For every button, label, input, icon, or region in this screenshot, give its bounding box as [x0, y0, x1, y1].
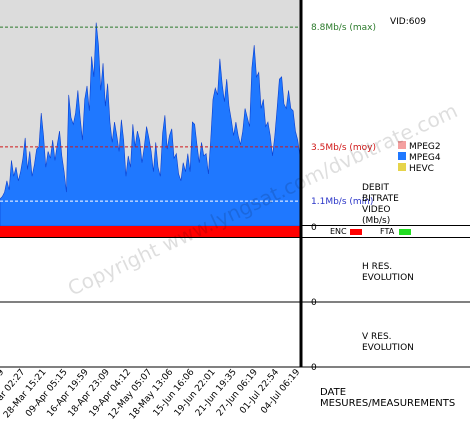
- reference-lines: [0, 26, 300, 202]
- legend-swatch-hevc: [398, 163, 406, 171]
- vres-title-line-1: V RES.: [362, 332, 392, 342]
- enc-indicator: [350, 229, 362, 235]
- vres-zero-label: 0: [311, 363, 317, 373]
- vid-label: VID:609: [390, 17, 426, 27]
- chart-title-line-4: (Mb/s): [362, 216, 390, 226]
- legend-label-mpeg2: MPEG2: [409, 142, 441, 152]
- legend-swatch-mpeg2: [398, 141, 406, 149]
- legend-label-mpeg4: MPEG4: [409, 153, 441, 163]
- enc-label: ENC: [330, 227, 347, 236]
- avg-bitrate-label: 3.5Mb/s (moy): [311, 143, 376, 153]
- chart-title-line-3: VIDEO: [362, 205, 391, 215]
- chart-title-line-1: DEBIT: [362, 183, 389, 193]
- max-bitrate-label: 8.8Mb/s (max): [311, 23, 376, 33]
- hres-title-line-2: EVOLUTION: [362, 273, 414, 283]
- fta-label: FTA: [380, 227, 395, 236]
- hres-zero-label: 0: [311, 298, 317, 308]
- min-bitrate-label: 1.1Mb/s (min): [311, 197, 373, 207]
- chart-title-line-2: BITRATE: [362, 194, 399, 204]
- legend: MPEG2 MPEG4 HEVC: [398, 141, 441, 174]
- vres-title-line-2: EVOLUTION: [362, 343, 414, 353]
- xaxis-label-line-1: DATE: [320, 387, 346, 398]
- main-zero-label: 0: [311, 223, 317, 233]
- legend-swatch-mpeg4: [398, 152, 406, 160]
- legend-label-hevc: HEVC: [409, 164, 434, 174]
- encryption-status-bar: [0, 226, 300, 237]
- hres-title-line-1: H RES.: [362, 262, 392, 272]
- xaxis-label-line-2: MESURES/MEASUREMENTS: [320, 398, 455, 409]
- fta-indicator: [399, 229, 411, 235]
- series-area-mpeg4: [0, 22, 301, 227]
- series-layer: [0, 22, 301, 227]
